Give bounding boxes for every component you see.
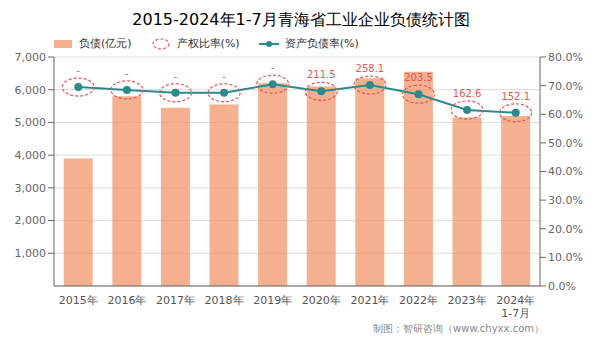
svg-text:2018年: 2018年 xyxy=(205,294,244,307)
html-text:负债(亿元): 负债(亿元) xyxy=(79,37,132,50)
svg-text:2019年: 2019年 xyxy=(253,294,292,307)
svg-text:-: - xyxy=(76,65,80,76)
svg-text:152.1: 152.1 xyxy=(501,91,530,102)
svg-text:70.0%: 70.0% xyxy=(548,80,583,93)
svg-text:10.0%: 10.0% xyxy=(548,251,583,264)
svg-text:7,000: 7,000 xyxy=(15,51,47,64)
svg-text:2015年: 2015年 xyxy=(59,294,98,307)
svg-text:-: - xyxy=(222,71,226,82)
svg-text:162.6: 162.6 xyxy=(453,88,482,99)
svg-text:-: - xyxy=(125,68,129,79)
svg-text:6,000: 6,000 xyxy=(15,84,47,97)
svg-text:1,000: 1,000 xyxy=(15,247,47,260)
svg-text:-: - xyxy=(271,62,275,73)
svg-text:60.0%: 60.0% xyxy=(548,108,583,121)
svg-text:5,000: 5,000 xyxy=(15,116,47,129)
svg-text:40.0%: 40.0% xyxy=(548,165,583,178)
svg-text:203.5: 203.5 xyxy=(404,72,433,83)
svg-text:3,000: 3,000 xyxy=(15,182,47,195)
svg-text:2023年: 2023年 xyxy=(448,294,487,307)
svg-text:2021年: 2021年 xyxy=(350,294,389,307)
svg-text:211.5: 211.5 xyxy=(307,69,336,80)
svg-text:2017年: 2017年 xyxy=(156,294,195,307)
html-text:产权比率(%): 产权比率(%) xyxy=(176,37,240,50)
svg-text:258.1: 258.1 xyxy=(356,63,385,74)
svg-text:4,000: 4,000 xyxy=(15,149,47,162)
svg-text:30.0%: 30.0% xyxy=(548,194,583,207)
svg-text:-: - xyxy=(174,71,178,82)
html-text:资产负债率(%): 资产负债率(%) xyxy=(284,37,359,50)
svg-text:20.0%: 20.0% xyxy=(548,223,583,236)
svg-text:80.0%: 80.0% xyxy=(548,51,583,64)
svg-text:2016年: 2016年 xyxy=(107,294,146,307)
svg-text:50.0%: 50.0% xyxy=(548,137,583,150)
svg-text:0.0%: 0.0% xyxy=(548,280,576,293)
svg-text:2022年: 2022年 xyxy=(399,294,438,307)
html-text:制图：智研咨询（www.chyxx.com）: 制图：智研咨询（www.chyxx.com） xyxy=(373,323,544,334)
svg-text:2024年1-7月: 2024年1-7月 xyxy=(496,294,535,320)
svg-text:2,000: 2,000 xyxy=(15,214,47,227)
html-text:2015-2024年1-7月青海省工业企业负债统计图: 2015-2024年1-7月青海省工业企业负债统计图 xyxy=(132,10,470,29)
svg-text:2020年: 2020年 xyxy=(302,294,341,307)
